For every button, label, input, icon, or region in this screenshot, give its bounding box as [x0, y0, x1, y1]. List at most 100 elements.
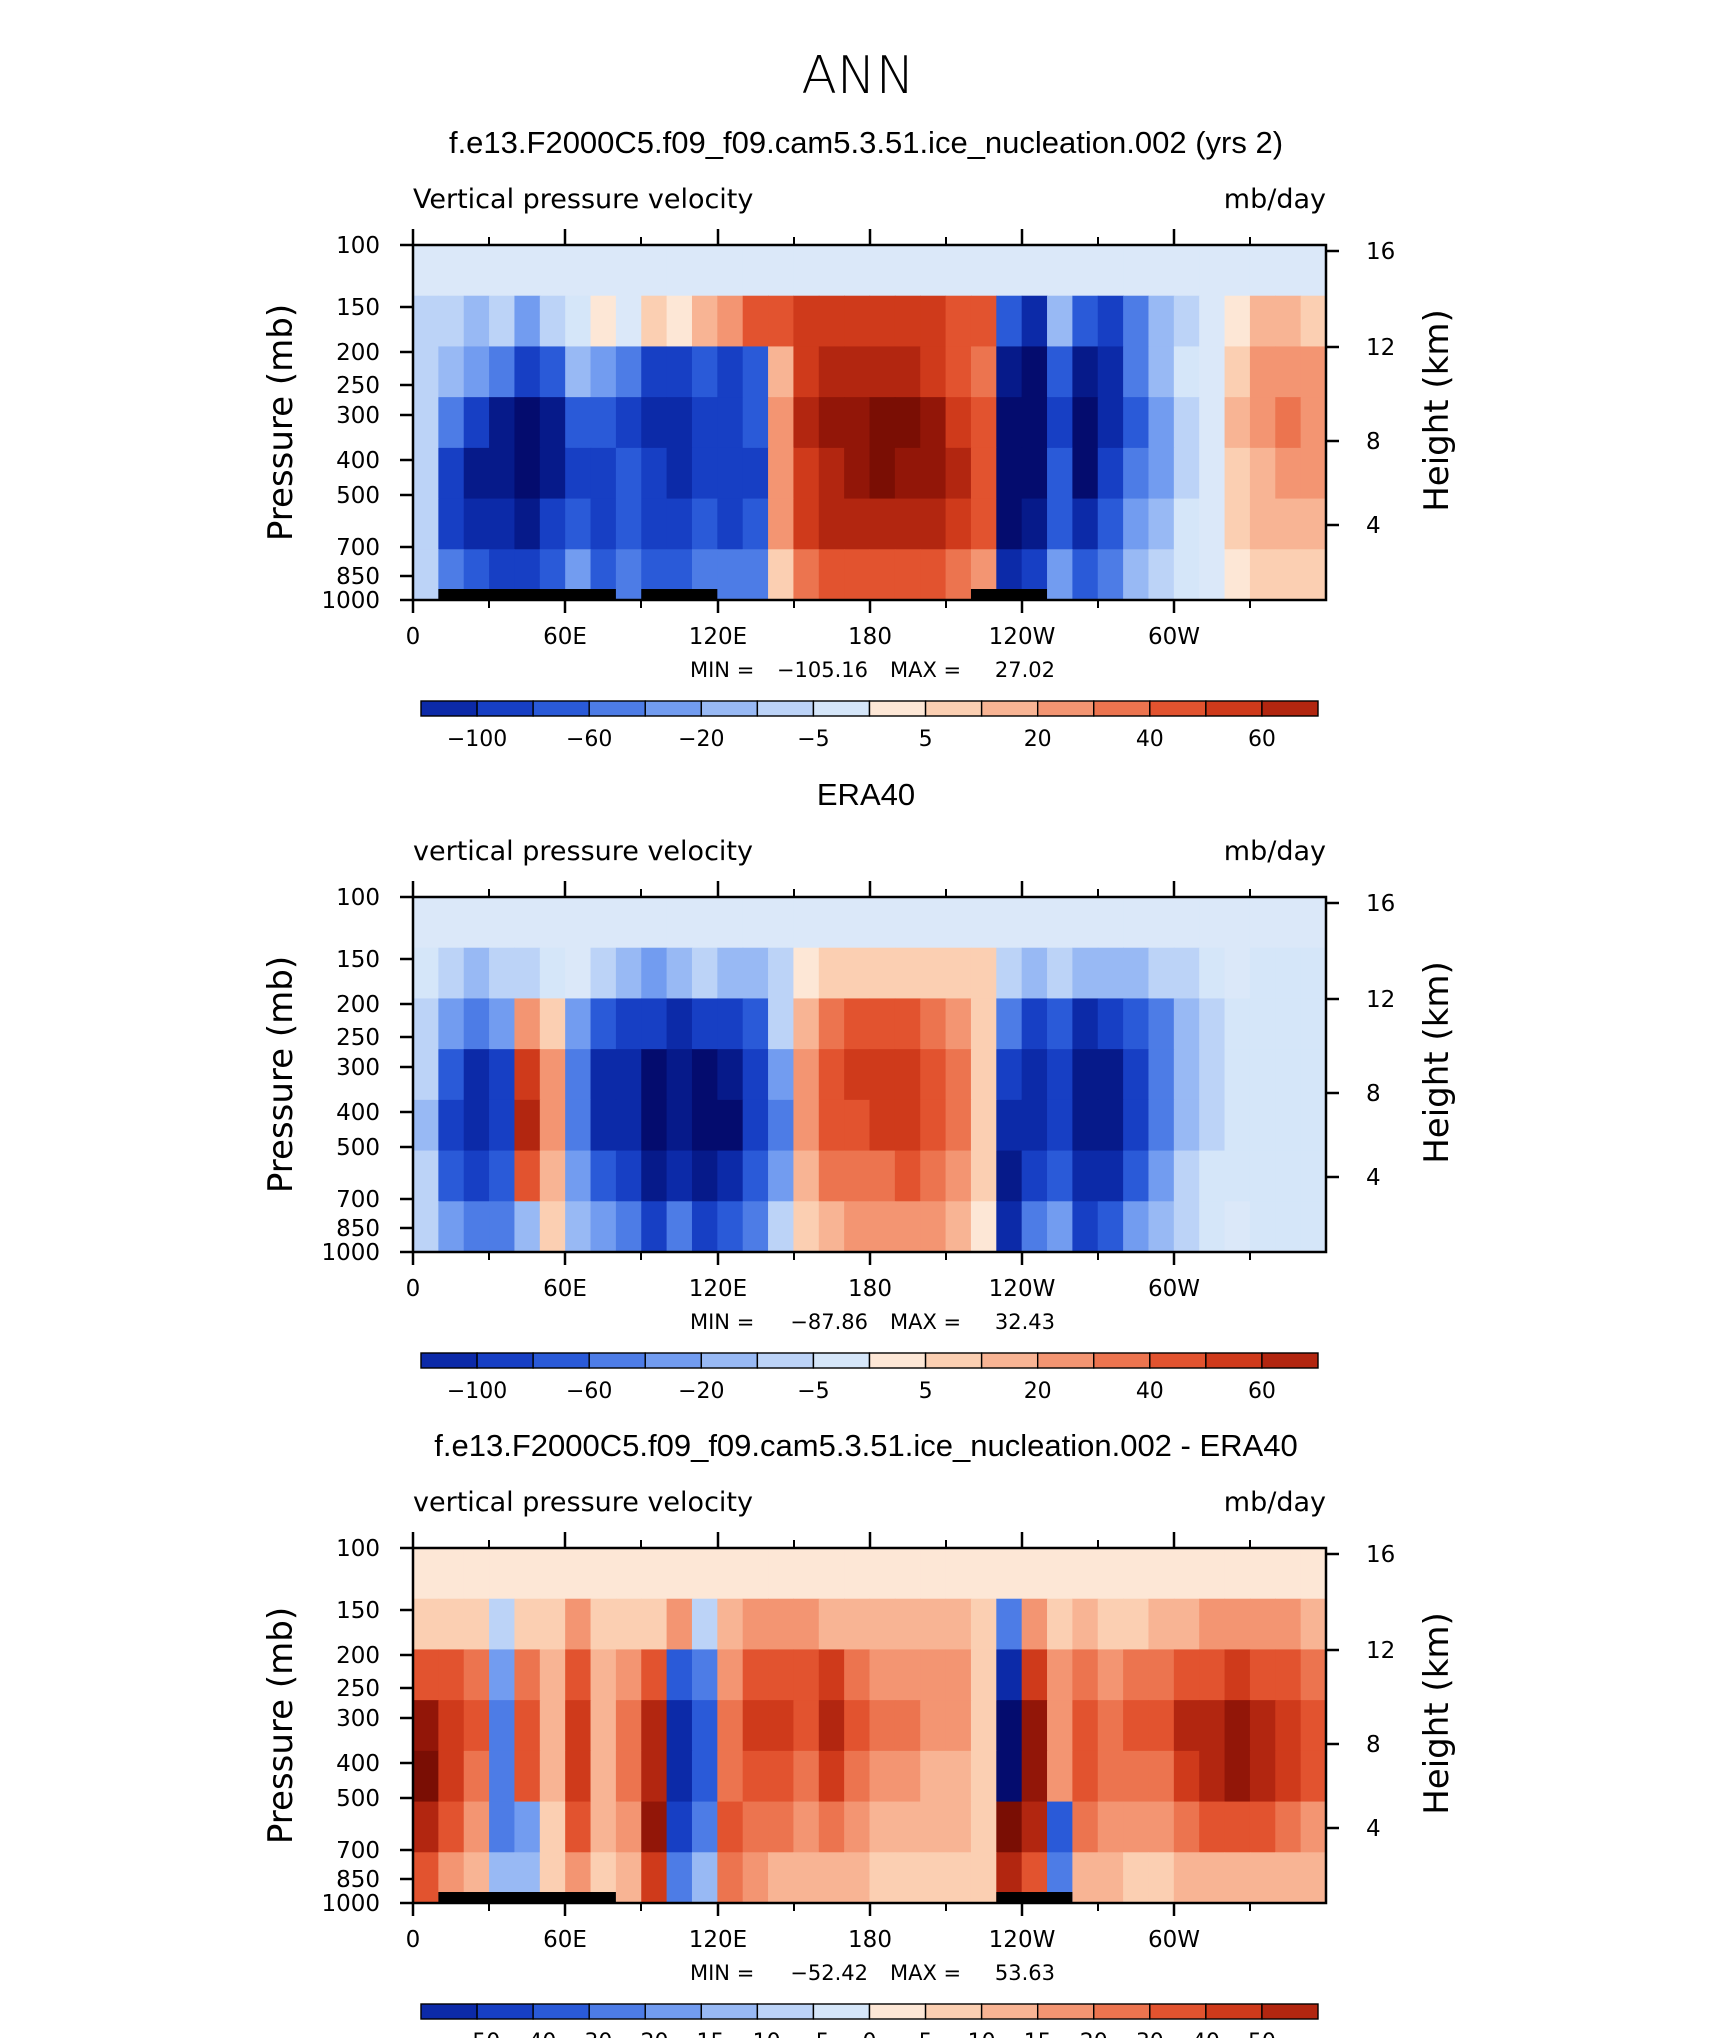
heatmap-cell	[1097, 1099, 1124, 1152]
heatmap-cell	[1300, 498, 1327, 550]
heatmap-cell	[539, 897, 566, 949]
heatmap-cell	[818, 1049, 845, 1101]
variable-label: Vertical pressure velocity	[413, 184, 753, 215]
heatmap-cell	[793, 498, 820, 550]
colorbar-swatch	[1093, 2003, 1151, 2020]
heatmap-cell	[1275, 998, 1302, 1050]
heatmap-cell	[1148, 1700, 1175, 1752]
heatmap-cell	[1199, 1801, 1226, 1853]
heatmap-cell	[844, 1049, 871, 1101]
heatmap-cell	[463, 346, 490, 398]
x-tick-label: 120E	[689, 1276, 747, 1302]
heatmap-cell	[920, 947, 947, 1000]
heatmap-cell	[996, 897, 1023, 949]
heatmap-cell	[920, 998, 947, 1050]
heatmap-cell	[793, 947, 820, 1000]
heatmap-cell	[438, 346, 465, 398]
heatmap-cell	[818, 1598, 845, 1651]
heatmap-cell	[894, 397, 921, 449]
heatmap-cell	[717, 897, 744, 949]
heatmap-cell	[894, 1150, 921, 1202]
heatmap-cell	[945, 1150, 972, 1202]
heatmap-cell	[970, 1049, 997, 1101]
heatmap-cell	[742, 1099, 769, 1152]
heatmap-cell	[514, 998, 541, 1050]
heatmap-cell	[1249, 295, 1276, 348]
heatmap-cell	[945, 998, 972, 1050]
heatmap-cell	[413, 1201, 439, 1253]
colorbar-label: 20	[1024, 727, 1052, 752]
heatmap-cell	[1047, 1150, 1073, 1202]
heatmap-cell	[1123, 498, 1150, 550]
heatmap-cell	[1275, 1049, 1302, 1101]
y-right-tick-label: 8	[1366, 1732, 1381, 1758]
heatmap-cell	[768, 1049, 795, 1101]
heatmap-cell	[1097, 897, 1124, 949]
heatmap-cell	[691, 1700, 718, 1752]
heatmap-cell	[1072, 1801, 1099, 1853]
heatmap-cell	[945, 1801, 972, 1853]
x-tick-label: 0	[406, 1927, 421, 1953]
heatmap-cell	[894, 1801, 921, 1853]
colorbar-label: 40	[1192, 2030, 1220, 2038]
heatmap-cell	[1199, 295, 1226, 348]
heatmap-cell	[920, 447, 947, 500]
heatmap-cell	[413, 549, 439, 601]
heatmap-cell	[742, 397, 769, 449]
heatmap-cell	[1173, 1649, 1200, 1701]
heatmap-cell	[489, 1150, 516, 1202]
colorbar-label: 15	[1024, 2030, 1052, 2038]
colorbar-label: 5	[919, 2030, 933, 2038]
x-tick-label: 0	[406, 624, 421, 650]
y-right-tick-label: 4	[1366, 513, 1381, 539]
heatmap-cell	[970, 947, 997, 1000]
heatmap-cell	[514, 447, 541, 500]
heatmap-cell	[1173, 498, 1200, 550]
y-tick-label: 150	[336, 947, 380, 973]
heatmap-cell	[1047, 295, 1073, 348]
heatmap-cell	[818, 1548, 845, 1600]
heatmap-cell	[996, 346, 1023, 398]
y-tick-label: 100	[336, 1536, 380, 1562]
heatmap-cell	[438, 245, 465, 297]
heatmap-cell	[844, 1099, 871, 1152]
heatmap-cell	[945, 245, 972, 297]
heatmap-cell	[742, 897, 769, 949]
heatmap-cell	[1275, 447, 1302, 500]
heatmap-cell	[1097, 947, 1124, 1000]
colorbar-label: 20	[1024, 1379, 1052, 1404]
heatmap-cell	[945, 1700, 972, 1752]
colorbar-swatch	[588, 2003, 646, 2020]
colorbar-label: −60	[566, 727, 612, 752]
heatmap-cell	[539, 1750, 566, 1803]
y-right-axis-label: Height (km)	[1417, 309, 1457, 512]
heatmap-cell	[489, 1598, 516, 1651]
heatmap-cell	[438, 897, 465, 949]
heatmap-cell	[641, 245, 668, 297]
heatmap-cell	[1224, 447, 1251, 500]
heatmap-cell	[1047, 1700, 1073, 1752]
colorbar-swatch	[420, 1352, 478, 1369]
heatmap-cell	[565, 295, 592, 348]
heatmap-cell	[945, 295, 972, 348]
heatmap-cell	[1173, 1801, 1200, 1853]
heatmap-cell	[869, 245, 896, 297]
heatmap-cell	[641, 1548, 668, 1600]
heatmap-cell	[1021, 346, 1048, 398]
heatmap-cell	[1275, 897, 1302, 949]
heatmap-cell	[894, 295, 921, 348]
heatmap-cell	[970, 1649, 997, 1701]
heatmap-cell	[565, 1700, 592, 1752]
heatmap-cell	[742, 1852, 769, 1904]
heatmap-cell	[1173, 1150, 1200, 1202]
heatmap-cell	[1097, 1649, 1124, 1701]
heatmap-cell	[1123, 1750, 1150, 1803]
heatmap-cell	[1072, 1700, 1099, 1752]
heatmap-cell	[691, 897, 718, 949]
heatmap-cell	[1275, 295, 1302, 348]
heatmap-cell	[463, 1548, 490, 1600]
heatmap-cell	[590, 1649, 617, 1701]
heatmap-cell	[691, 245, 718, 297]
heatmap-cell	[1224, 1150, 1251, 1202]
heatmap-cell	[1021, 1750, 1048, 1803]
